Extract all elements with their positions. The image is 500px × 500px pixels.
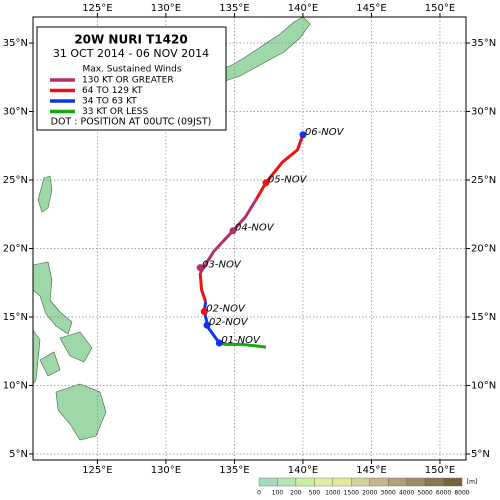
philippines <box>32 261 107 441</box>
y-tick-label: 30°N <box>471 107 496 118</box>
x-tick-label: 145°E <box>356 465 386 476</box>
position-label: 02-NOV <box>209 317 249 328</box>
colorbar-label: 1500 <box>344 490 359 497</box>
y-tick-label: 20°N <box>3 243 28 254</box>
taiwan <box>37 175 53 213</box>
position-dot <box>262 179 270 187</box>
x-tick-label: 130°E <box>151 465 181 476</box>
colorbar-cell <box>387 477 407 487</box>
colorbar-cell <box>295 477 315 487</box>
colorbar-cell <box>277 477 297 487</box>
colorbar-label: 2000 <box>362 490 377 497</box>
colorbar-label: 4000 <box>399 490 414 497</box>
legend-title: 20W NURI T1420 <box>74 33 187 47</box>
track-segment <box>202 301 221 344</box>
colorbar-unit: [m] <box>467 479 478 486</box>
x-tick-label: 125°E <box>82 465 112 476</box>
legend-label: 34 TO 63 KT <box>82 97 137 107</box>
colorbar-cell <box>443 477 463 487</box>
position-dot <box>200 308 208 316</box>
position-label: 05-NOV <box>268 175 308 186</box>
y-tick-label: 10°N <box>3 380 28 391</box>
colorbar-label: 8000 <box>454 490 469 497</box>
x-tick-label: 140°E <box>288 465 318 476</box>
colorbar-label: 100 <box>272 490 284 497</box>
colorbar-cell <box>369 477 389 487</box>
y-tick-label: 20°N <box>471 243 496 254</box>
y-tick-label: 10°N <box>471 380 496 391</box>
position-label: 04-NOV <box>235 223 275 234</box>
y-tick-label: 35°N <box>3 38 28 49</box>
y-tick-label: 5°N <box>9 449 28 460</box>
y-tick-label: 25°N <box>3 175 28 186</box>
legend-subtitle: Max. Sustained Winds <box>82 65 181 75</box>
legend-label: 33 KT OR LESS <box>82 107 148 117</box>
colorbar-cell <box>424 477 444 487</box>
y-tick-label: 5°N <box>471 449 490 460</box>
colorbar-label: 5000 <box>417 490 432 497</box>
colorbar-label: 1000 <box>325 490 340 497</box>
position-dot <box>196 264 204 272</box>
y-tick-label: 15°N <box>3 312 28 323</box>
y-tick-label: 30°N <box>3 107 28 118</box>
colorbar-label: 200 <box>290 490 302 497</box>
colorbar-cell <box>258 477 278 487</box>
colorbar-cell <box>406 477 426 487</box>
position-dot <box>229 227 237 235</box>
colorbar-label: 0 <box>257 490 261 497</box>
position-dot <box>203 321 211 329</box>
track-segment <box>198 273 208 303</box>
track-segment <box>219 341 267 349</box>
x-tick-label: 135°E <box>219 3 249 14</box>
legend: 20W NURI T1420 31 OCT 2014 - 06 NOV 2014… <box>36 26 227 131</box>
colorbar-label: 500 <box>309 490 321 497</box>
y-tick-label: 25°N <box>471 175 496 186</box>
legend-note: DOT : POSITION AT 00UTC (09JST) <box>51 117 212 128</box>
map-frame <box>32 16 467 461</box>
x-tick-label: 125°E <box>82 3 112 14</box>
track-segment <box>255 134 305 200</box>
x-tick-label: 135°E <box>219 465 249 476</box>
position-label: 01-NOV <box>221 335 261 346</box>
colorbar-cell <box>351 477 370 487</box>
x-tick-label: 150°E <box>425 3 455 14</box>
position-label: 02-NOV <box>206 304 246 315</box>
position-label: 03-NOV <box>202 260 242 271</box>
x-tick-label: 130°E <box>151 3 181 14</box>
colorbar-cell <box>332 477 352 487</box>
colorbar-label: 6000 <box>436 490 451 497</box>
legend-period: 31 OCT 2014 - 06 NOV 2014 <box>53 47 209 60</box>
x-tick-label: 150°E <box>425 465 455 476</box>
position-dot <box>215 339 223 347</box>
y-tick-label: 15°N <box>471 312 496 323</box>
x-tick-label: 140°E <box>288 3 318 14</box>
position-label: 06-NOV <box>305 127 345 138</box>
legend-label: 130 KT OR GREATER <box>82 76 174 86</box>
x-tick-label: 145°E <box>356 3 386 14</box>
colorbar-label: 3000 <box>381 490 396 497</box>
position-dot <box>299 131 307 139</box>
y-tick-label: 35°N <box>471 38 496 49</box>
legend-label: 64 TO 129 KT <box>82 86 143 96</box>
colorbar-cell <box>314 477 334 487</box>
